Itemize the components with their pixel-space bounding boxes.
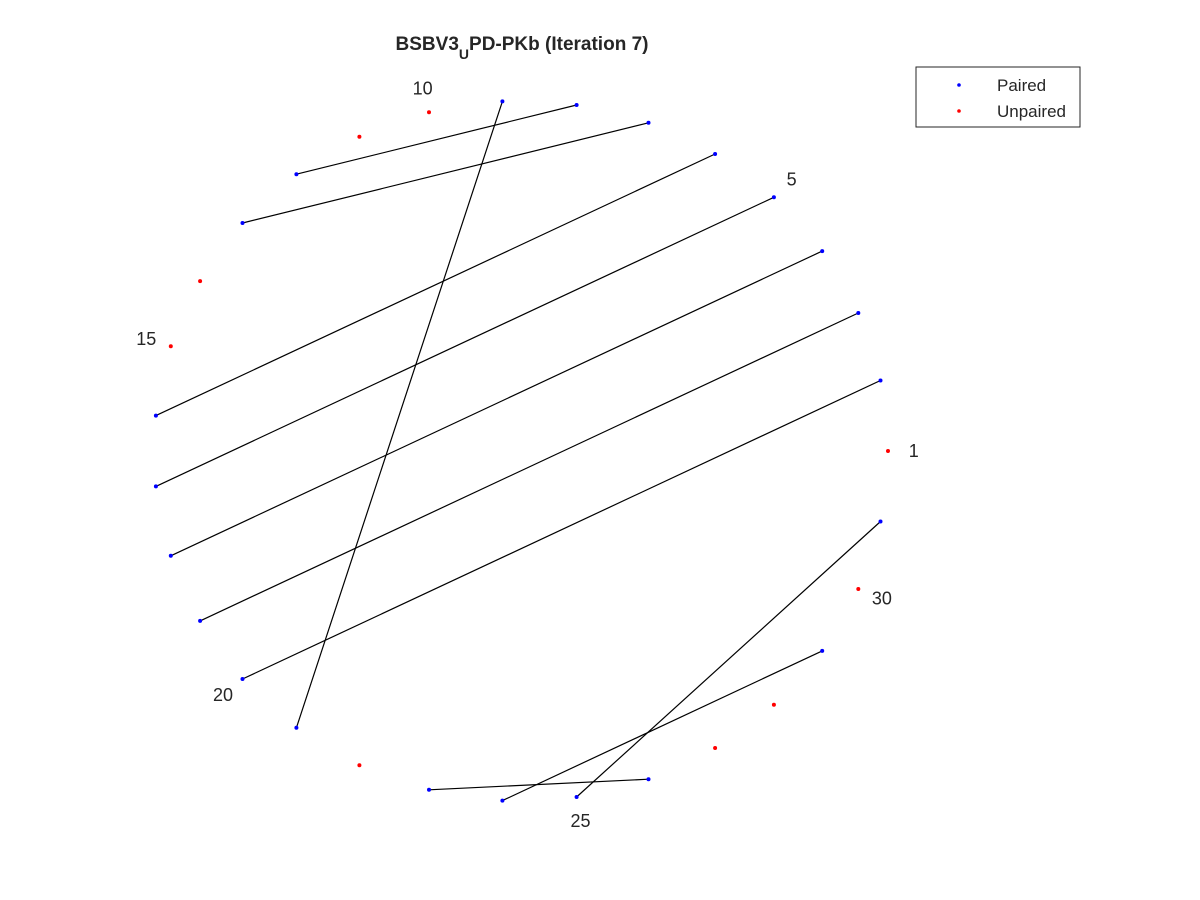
position-label-25: 25 <box>570 811 590 831</box>
nucleotide-point-7 <box>646 120 651 125</box>
position-label-15: 15 <box>136 329 156 349</box>
legend-box <box>915 66 1081 128</box>
nucleotide-point-22 <box>357 763 362 768</box>
pair-line-25-31 <box>576 521 881 798</box>
nucleotide-point-3 <box>856 311 861 315</box>
legend-marker-paired <box>957 83 961 87</box>
nucleotide-point-16 <box>153 413 158 418</box>
position-label-1: 1 <box>909 441 919 461</box>
nucleotide-point-11 <box>357 134 362 139</box>
pair-line-6-16 <box>155 153 716 417</box>
nucleotide-point-9 <box>500 99 505 104</box>
nucleotide-point-5 <box>771 195 776 200</box>
nucleotide-point-28 <box>771 702 776 707</box>
nucleotide-point-20 <box>240 677 245 681</box>
nucleotide-point-12 <box>294 172 299 177</box>
nucleotide-point-10 <box>427 110 431 115</box>
nucleotide-point-18 <box>168 553 173 558</box>
nucleotide-point-21 <box>294 725 299 730</box>
nucleotide-point-19 <box>198 618 203 623</box>
nucleotide-point-30 <box>856 587 861 591</box>
nucleotide-points <box>153 99 890 803</box>
pair-line-23-26 <box>428 778 649 791</box>
nucleotide-point-15 <box>168 344 173 349</box>
nucleotide-point-27 <box>713 746 718 750</box>
pair-line-2-20 <box>242 379 881 680</box>
nucleotide-point-23 <box>427 787 431 792</box>
nucleotide-point-4 <box>820 249 825 254</box>
nucleotide-point-2 <box>878 378 883 383</box>
pair-line-4-18 <box>170 250 823 557</box>
position-label-30: 30 <box>872 589 892 609</box>
nucleotide-point-26 <box>646 777 651 782</box>
nucleotide-point-17 <box>153 484 158 489</box>
legend: Paired Unpaired <box>915 66 1081 128</box>
chart-title: BSBV3UPD-PKb (Iteration 7) <box>396 34 649 62</box>
position-label-20: 20 <box>213 685 233 705</box>
pair-lines <box>155 101 881 802</box>
nucleotide-point-24 <box>500 798 505 803</box>
nucleotide-point-1 <box>886 449 890 453</box>
pair-line-8-12 <box>296 104 577 175</box>
legend-label-unpaired: Unpaired <box>997 102 1066 121</box>
chart-title-prefix: BSBV3 <box>396 34 459 55</box>
nucleotide-point-31 <box>878 519 883 524</box>
nucleotide-point-29 <box>820 648 825 653</box>
chart-title-subscript: U <box>459 46 469 62</box>
nucleotide-point-6 <box>713 152 718 156</box>
pair-line-7-13 <box>242 122 649 224</box>
pair-line-3-19 <box>199 312 859 622</box>
position-label-5: 5 <box>787 170 797 190</box>
pair-line-9-21 <box>295 101 503 728</box>
nucleotide-point-13 <box>240 221 245 225</box>
legend-marker-unpaired <box>957 109 961 113</box>
nucleotide-point-8 <box>574 103 579 107</box>
position-label-10: 10 <box>413 79 433 99</box>
pair-line-24-29 <box>502 650 823 802</box>
nucleotide-point-14 <box>198 279 203 284</box>
nucleotide-point-25 <box>574 795 579 799</box>
pair-line-5-17 <box>155 196 775 487</box>
chart-title-suffix: PD-PKb (Iteration 7) <box>469 34 648 55</box>
legend-label-paired: Paired <box>997 76 1046 95</box>
